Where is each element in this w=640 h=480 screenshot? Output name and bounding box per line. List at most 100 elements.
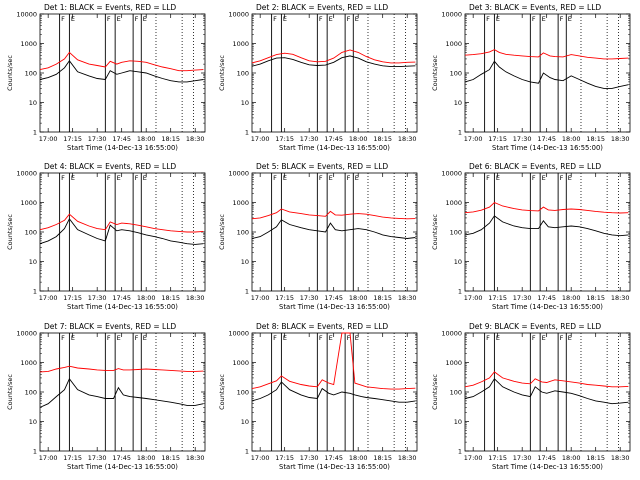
x-tick-label: 17:00 <box>251 135 270 143</box>
y-tick-label: 1000 <box>20 40 37 48</box>
x-tick-label: 17:30 <box>513 294 532 302</box>
plot-frame <box>251 332 418 452</box>
y-tick-label: 100 <box>450 70 462 78</box>
x-axis-label: Start Time (14-Dec-13 16:55:00) <box>279 144 390 152</box>
y-tick-label: 1000 <box>20 359 37 367</box>
events-series-line <box>464 215 629 237</box>
x-tick-label: 18:00 <box>349 454 368 462</box>
y-tick-label: 1000 <box>232 359 249 367</box>
flag-letter: E <box>117 174 121 182</box>
x-tick-label: 17:45 <box>537 454 556 462</box>
events-series-line <box>39 377 204 408</box>
flag-letter: F <box>61 174 65 182</box>
y-tick-label: 1 <box>33 448 37 456</box>
flag-letter: E <box>71 174 75 182</box>
flag-letter: E <box>117 334 121 342</box>
x-tick-label: 17:45 <box>324 294 343 302</box>
y-tick-label: 100 <box>237 229 249 237</box>
flag-letter: F <box>107 174 111 182</box>
flag-letter: F <box>560 174 564 182</box>
flag-letter: F <box>61 15 65 23</box>
flag-letter: F <box>273 15 277 23</box>
events-series-line <box>251 219 416 239</box>
flag-letter: F <box>107 15 111 23</box>
y-tick-label: 10 <box>241 418 249 426</box>
x-tick-label: 18:30 <box>186 135 205 143</box>
y-tick-label: 10000 <box>441 11 462 19</box>
x-tick-label: 17:15 <box>275 454 294 462</box>
x-tick-label: 18:15 <box>586 294 605 302</box>
y-tick-label: 10 <box>29 99 37 107</box>
x-tick-label: 18:00 <box>349 294 368 302</box>
x-tick-label: 18:15 <box>373 294 392 302</box>
lld-series-line <box>251 208 416 220</box>
y-tick-label: 1 <box>245 129 249 137</box>
detector-panel-7: Det 7: BLACK = Events, RED = LLD 1 10 100 10… <box>6 322 206 471</box>
flag-letter: F <box>319 174 323 182</box>
flag-letter: F <box>273 174 277 182</box>
x-axis-label: Start Time (14-Dec-13 16:55:00) <box>492 144 603 152</box>
x-tick-label: 17:30 <box>300 135 319 143</box>
flag-letter: E <box>329 174 333 182</box>
events-series-line <box>464 60 629 89</box>
y-tick-label: 10 <box>454 418 462 426</box>
x-tick-label: 18:30 <box>398 135 417 143</box>
plot-frame <box>39 332 206 452</box>
x-tick-label: 18:00 <box>562 135 581 143</box>
flag-letter: F <box>532 174 536 182</box>
x-tick-label: 17:45 <box>324 454 343 462</box>
y-tick-label: 1 <box>458 129 462 137</box>
flag-letter: E <box>329 15 333 23</box>
flag-letter: E <box>283 174 287 182</box>
x-tick-label: 17:15 <box>63 294 82 302</box>
x-axis-label: Start Time (14-Dec-13 16:55:00) <box>67 144 178 152</box>
y-tick-label: 1 <box>33 129 37 137</box>
flag-letter: F <box>560 334 564 342</box>
lld-series-line <box>464 49 629 60</box>
flag-letter: E <box>143 15 147 23</box>
lld-series-line <box>39 213 204 233</box>
y-tick-label: 10000 <box>16 330 37 338</box>
lld-series-line <box>39 365 204 373</box>
x-tick-label: 18:00 <box>137 135 156 143</box>
x-tick-label: 17:30 <box>88 294 107 302</box>
panel-title: Det 8: BLACK = Events, RED = LLD <box>256 322 388 331</box>
flag-letter: E <box>542 334 546 342</box>
y-axis-label: Counts/sec <box>218 214 226 250</box>
y-axis-label: Counts/sec <box>431 374 439 410</box>
lld-series-line <box>251 49 416 64</box>
y-tick-label: 10 <box>241 99 249 107</box>
flag-letter: F <box>319 15 323 23</box>
flag-letter: F <box>107 334 111 342</box>
y-tick-label: 10000 <box>441 330 462 338</box>
x-tick-label: 17:00 <box>39 135 58 143</box>
plot-frame <box>39 172 206 292</box>
lld-series-line <box>39 51 204 72</box>
x-tick-label: 17:45 <box>537 294 556 302</box>
flag-letter: E <box>329 334 333 342</box>
flag-letter: E <box>143 174 147 182</box>
x-axis-label: Start Time (14-Dec-13 16:55:00) <box>492 303 603 311</box>
flag-letter: E <box>71 334 75 342</box>
x-tick-label: 18:00 <box>562 454 581 462</box>
flag-letter: E <box>542 15 546 23</box>
y-axis-label: Counts/sec <box>431 214 439 250</box>
y-tick-label: 10 <box>241 258 249 266</box>
flag-letter: F <box>135 174 139 182</box>
x-axis-label: Start Time (14-Dec-13 16:55:00) <box>279 303 390 311</box>
x-tick-label: 18:15 <box>161 135 180 143</box>
panel-title: Det 1: BLACK = Events, RED = LLD <box>44 3 176 12</box>
detector-panel-5: Det 5: BLACK = Events, RED = LLD 1 10 100 10… <box>218 162 418 311</box>
x-tick-label: 18:00 <box>562 294 581 302</box>
flag-letter: E <box>568 15 572 23</box>
y-tick-label: 10 <box>29 418 37 426</box>
x-axis-label: Start Time (14-Dec-13 16:55:00) <box>67 303 178 311</box>
y-tick-label: 100 <box>25 229 37 237</box>
x-tick-label: 18:30 <box>611 454 630 462</box>
flag-letter: F <box>560 15 564 23</box>
flag-letter: F <box>61 334 65 342</box>
y-tick-label: 10000 <box>228 330 249 338</box>
y-axis-label: Counts/sec <box>218 55 226 91</box>
x-tick-label: 17:00 <box>464 135 483 143</box>
